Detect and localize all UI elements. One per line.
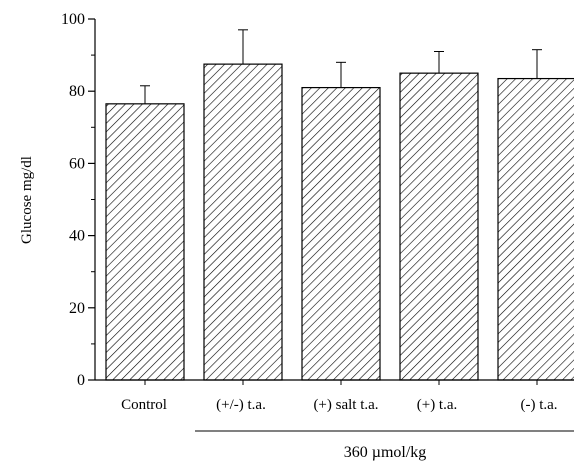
y-tick-label: 60 <box>69 155 85 172</box>
x-tick-label: (+) salt t.a. <box>313 397 378 413</box>
y-tick-label: 40 <box>69 228 85 245</box>
group-label: 360 µmol/kg <box>344 444 427 461</box>
bar <box>301 86 381 381</box>
bar <box>203 63 283 381</box>
y-tick-label: 80 <box>69 83 85 100</box>
y-axis-label: Glucose mg/dl <box>19 156 35 244</box>
x-tick-label: (+) t.a. <box>417 397 458 413</box>
y-axis: 0 20 40 60 80 100 <box>61 11 96 389</box>
x-axis: Control (+/-) t.a. (+) salt t.a. (+) t.a. (-… <box>95 379 574 413</box>
bar <box>399 72 479 381</box>
y-tick-label: 20 <box>69 300 85 317</box>
bar <box>105 103 185 381</box>
x-tick-label: (+/-) t.a. <box>216 397 266 413</box>
bars-group <box>105 29 574 381</box>
y-tick-label: 0 <box>77 372 85 389</box>
bar <box>497 77 574 381</box>
y-tick-label: 100 <box>61 11 85 28</box>
x-tick-label: (-) t.a. <box>520 397 557 413</box>
x-tick-label: Control <box>121 397 167 413</box>
